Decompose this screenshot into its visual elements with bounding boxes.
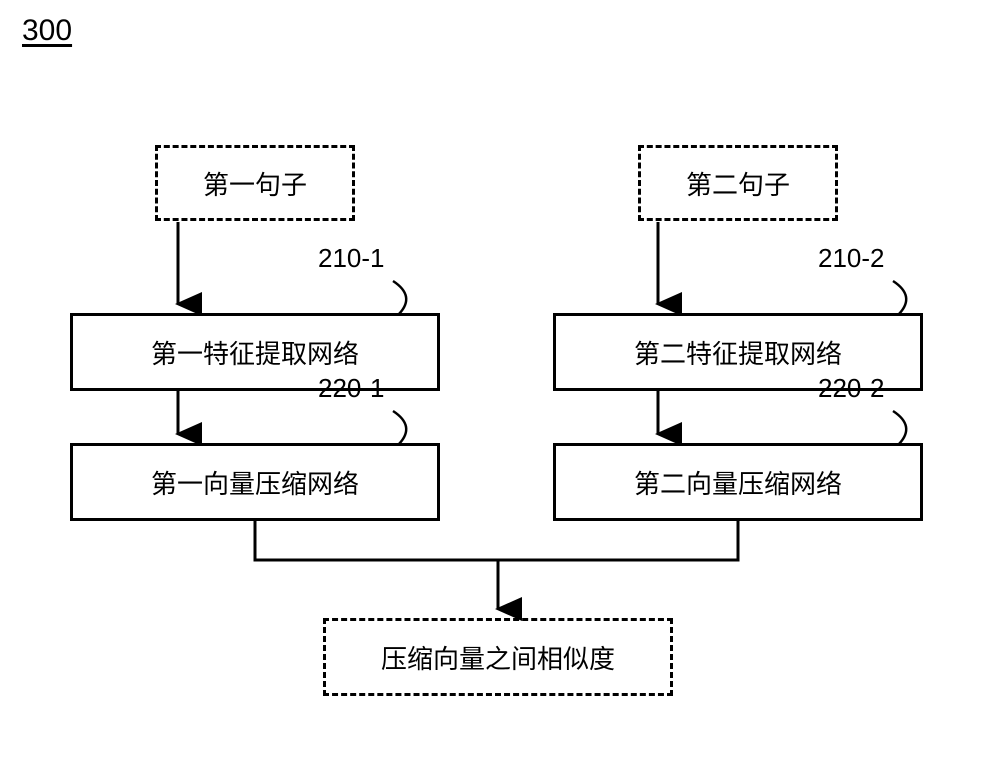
leader-210-1 (393, 281, 406, 314)
node-input-left: 第一句子 (155, 145, 355, 221)
node-feature-left-label: 第一特征提取网络 (151, 334, 359, 371)
node-feature-left: 第一特征提取网络 (70, 313, 440, 391)
node-input-right: 第二句子 (638, 145, 838, 221)
leader-210-2 (893, 281, 906, 314)
node-feature-right-label: 第二特征提取网络 (634, 334, 842, 371)
node-compress-right-label: 第二向量压缩网络 (634, 464, 842, 501)
node-compress-left: 第一向量压缩网络 (70, 443, 440, 521)
ref-label-220-2: 220-2 (818, 373, 885, 404)
leader-220-2 (893, 411, 906, 444)
node-input-left-label: 第一句子 (203, 165, 307, 202)
leader-220-1 (393, 411, 406, 444)
merge-connector (255, 521, 738, 560)
figure-number: 300 (22, 14, 72, 48)
node-compress-right: 第二向量压缩网络 (553, 443, 923, 521)
node-input-right-label: 第二句子 (686, 165, 790, 202)
ref-label-210-1: 210-1 (318, 243, 385, 274)
node-compress-left-label: 第一向量压缩网络 (151, 464, 359, 501)
node-output-label: 压缩向量之间相似度 (381, 639, 615, 676)
node-output: 压缩向量之间相似度 (323, 618, 673, 696)
ref-label-220-1: 220-1 (318, 373, 385, 404)
ref-label-210-2: 210-2 (818, 243, 885, 274)
